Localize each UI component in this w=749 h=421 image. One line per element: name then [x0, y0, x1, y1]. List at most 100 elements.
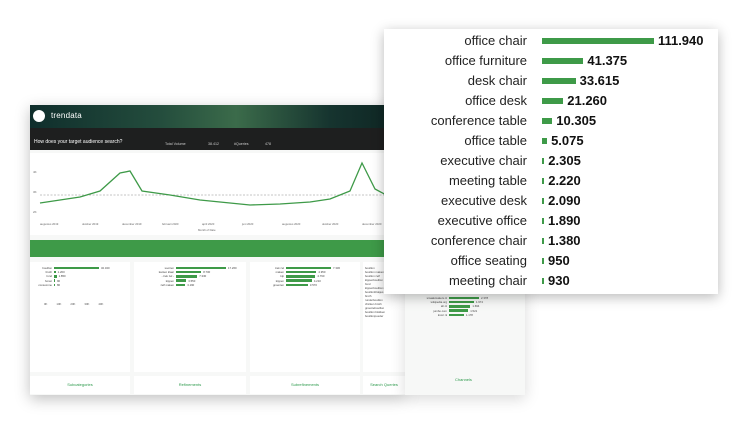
bar[interactable] — [542, 58, 584, 64]
search-query-item[interactable]: fond — [365, 282, 371, 286]
subrefinements-link[interactable]: Subrefinements — [250, 376, 360, 394]
item-label: fumet — [45, 278, 52, 283]
tick: 30K — [84, 302, 90, 306]
subcategories-panel: bouillon 32.320 broth 1.200 fond 1.850 fumet 90… — [30, 262, 130, 372]
refinements-link[interactable]: Refinements — [134, 376, 246, 394]
total-volume-value: 38.412 — [208, 142, 219, 146]
bar[interactable] — [542, 238, 544, 244]
trendata-logo-icon[interactable] — [33, 110, 45, 122]
bar-value-label: 950 — [548, 253, 570, 268]
item-bar — [54, 270, 56, 274]
list-item[interactable]: smaakmakers.nl 2.378 — [407, 296, 488, 300]
item-label: consomme — [38, 282, 52, 287]
item-label: groenten — [272, 282, 284, 287]
item-value: 17.260 — [228, 266, 237, 270]
trend-line-chart: 4K 3K 2K augustus 2019 oktober 2019 dece… — [30, 153, 405, 235]
chart-row: meeting table 2.220 — [384, 171, 718, 191]
item-label: smaakmakers.nl — [426, 296, 447, 300]
item-value: 3.550 — [188, 278, 196, 283]
trend-line-svg: 4K 3K 2K augustus 2019 oktober 2019 dece… — [33, 161, 405, 232]
list-item[interactable]: knorr.nl 1.178 — [407, 313, 473, 317]
search-query-item[interactable]: kippenbouillon maken — [365, 286, 393, 290]
search-query-item[interactable]: chicken broth — [365, 302, 382, 306]
search-queries-link[interactable]: Search Queries — [363, 376, 405, 394]
bar[interactable] — [542, 118, 553, 124]
refinements-panel: soorten 17.260 kanten klaar 8.700- trek zel… — [134, 262, 246, 372]
bar-value-label: 33.615 — [579, 73, 620, 88]
bar[interactable] — [542, 38, 654, 44]
item-label: wikipedia.org — [430, 300, 447, 305]
list-item[interactable]: kanten klaar 8.700 — [136, 270, 210, 274]
channels-link[interactable]: Channels — [455, 377, 472, 382]
bar[interactable] — [542, 138, 548, 144]
bar[interactable] — [542, 98, 564, 104]
item-value: 7.330 — [333, 266, 340, 270]
bar[interactable] — [542, 158, 545, 164]
search-query-item[interactable]: kippenbouillon — [365, 278, 383, 282]
subrefinements-panel: trek zel 7.330 maken 4.950 kip 4.790 kippen 4.2… — [250, 262, 360, 372]
bar[interactable] — [542, 278, 544, 284]
list-item[interactable]: broth 1.200 — [32, 270, 65, 274]
item-bar — [54, 279, 55, 282]
bar-label: meeting chair — [448, 273, 527, 288]
search-query-item[interactable]: bouillon blokken — [365, 310, 386, 314]
bar-label: conference table — [430, 113, 527, 128]
item-value: 3.190 — [187, 282, 195, 287]
search-query-item[interactable]: bouillon — [365, 266, 375, 270]
bar-value-label: 41.375 — [587, 53, 628, 68]
month-label: juni 2020 — [241, 222, 254, 226]
bar[interactable] — [542, 78, 576, 84]
item-bar — [449, 300, 474, 304]
list-item[interactable]: wikipedia.org 1.974 — [407, 300, 483, 304]
list-item[interactable]: soorten 17.260 — [136, 266, 237, 270]
search-query-item[interactable]: bouillonblokjes — [365, 290, 384, 294]
list-item[interactable]: kip 4.790 — [252, 274, 324, 278]
chart-row: office table 5.075 — [384, 131, 718, 151]
month-label: oktober 2019 — [82, 222, 99, 226]
total-volume-label: Total Volume — [165, 142, 186, 146]
search-query-item[interactable]: bouillonpoeder — [365, 314, 384, 318]
list-item[interactable]: maken 4.950 — [252, 270, 326, 274]
search-query-item[interactable]: groentebouillon — [365, 306, 385, 310]
item-bar — [286, 275, 316, 278]
list-item[interactable]: kippen 3.550 — [136, 278, 196, 283]
chart-row: meeting chair 930 — [384, 271, 718, 291]
subcategories-link[interactable]: Subcategories — [30, 376, 130, 394]
tick: 40K — [98, 302, 104, 306]
month-label: augustus 2020 — [282, 222, 301, 226]
list-item[interactable]: zelf maken 3.190 — [136, 283, 194, 287]
list-item[interactable]: groenten 3.570 — [252, 283, 317, 287]
item-label: fond — [46, 274, 52, 279]
item-bar — [286, 283, 308, 286]
item-bar — [176, 270, 202, 274]
bar[interactable] — [542, 258, 544, 264]
bar[interactable] — [542, 218, 544, 224]
queries-label: #Queries — [234, 142, 249, 146]
search-query-item[interactable]: broth — [365, 294, 372, 298]
item-value: 32.320 — [101, 266, 110, 270]
bar[interactable] — [542, 178, 545, 184]
list-item[interactable]: fond 1.850 — [32, 274, 66, 278]
list-item[interactable]: - trek zel - 7.330 — [136, 274, 207, 278]
bar[interactable] — [542, 198, 545, 204]
list-item[interactable]: trek zel 7.330 — [252, 266, 340, 270]
list-item[interactable]: bouillon 32.320 — [32, 266, 110, 270]
search-query-item[interactable]: bouillon maken — [365, 270, 384, 274]
item-bar — [286, 270, 317, 274]
page-title: How does your target audience search? — [34, 139, 123, 145]
list-item[interactable]: jumbo.com 1.521 — [407, 309, 477, 313]
bar-value-label: 2.305 — [548, 153, 581, 168]
search-query-item[interactable]: bouillon zelf — [365, 274, 380, 278]
list-item[interactable]: consomme 80 — [32, 283, 60, 287]
item-bar — [54, 266, 99, 270]
search-query-item[interactable]: runderbouillon — [365, 298, 383, 302]
list-item[interactable]: ah.nl 1.694 — [407, 304, 479, 308]
tick: 10K — [56, 302, 62, 306]
list-item[interactable]: fumet 90 — [32, 279, 60, 283]
bar-label: meeting table — [448, 173, 527, 188]
item-value: 2.378 — [481, 296, 488, 300]
chart-row: executive desk 2.090 — [384, 191, 718, 211]
list-item[interactable]: kippen 4.210 — [252, 279, 321, 283]
item-value: 1.178 — [465, 312, 473, 317]
